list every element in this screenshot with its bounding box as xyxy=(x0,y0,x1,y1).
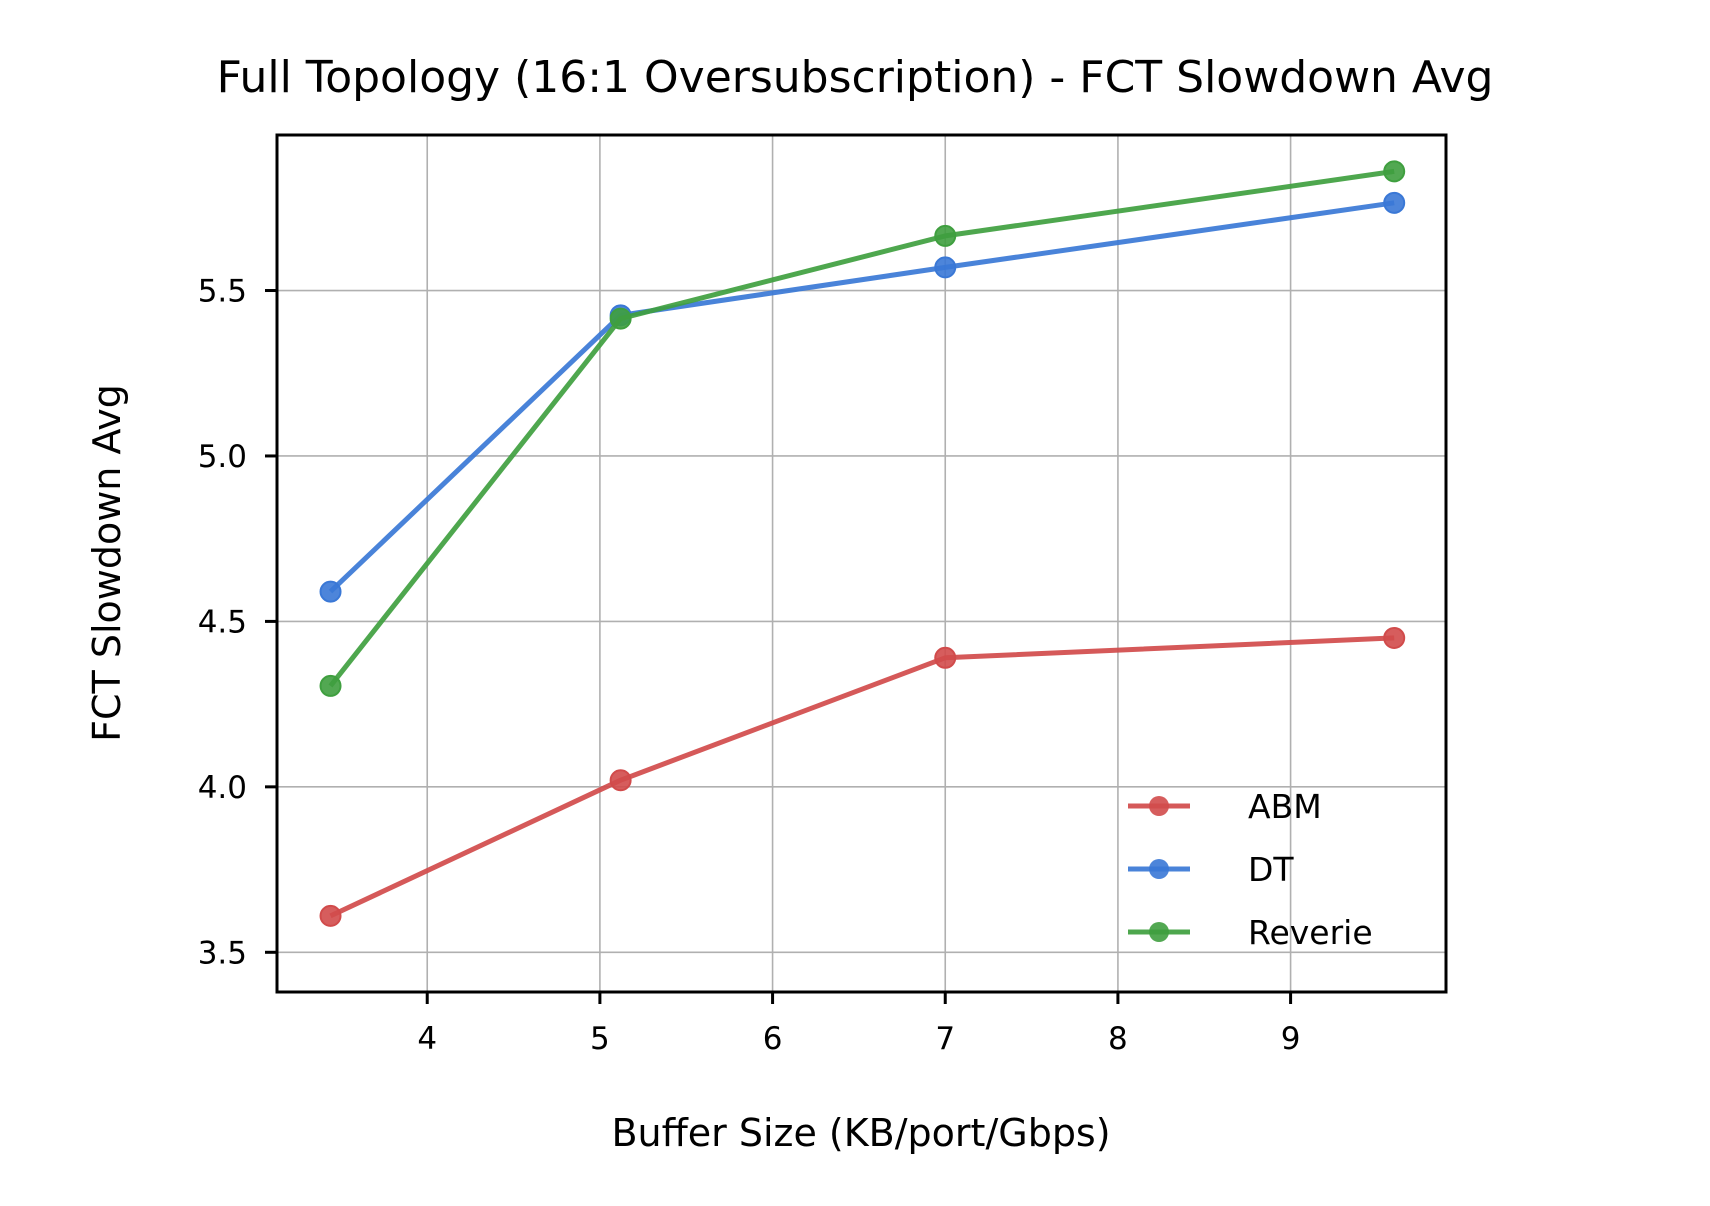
series-line-reverie xyxy=(328,168,1395,688)
series-layer xyxy=(319,160,1406,927)
data-point-dt xyxy=(1383,191,1406,214)
y-axis-label: FCT Slowdown Avg xyxy=(85,384,129,742)
data-point-abm xyxy=(1383,626,1406,649)
data-point-abm xyxy=(934,646,957,669)
x-tick-label: 9 xyxy=(1281,1021,1301,1057)
data-point-reverie xyxy=(1383,160,1406,183)
legend-label-dt: DT xyxy=(1248,850,1294,889)
legend: ABM DT Reverie xyxy=(1128,787,1373,952)
y-tick-label: 4.5 xyxy=(198,604,247,640)
plot-frame xyxy=(275,133,1448,994)
data-point-reverie xyxy=(934,224,957,247)
data-point-reverie xyxy=(319,674,342,697)
legend-label-reverie: Reverie xyxy=(1248,913,1373,952)
y-tick-label: 5.5 xyxy=(198,274,247,310)
legend-label-abm: ABM xyxy=(1248,787,1322,826)
data-point-reverie xyxy=(609,307,632,330)
x-tick-label: 7 xyxy=(935,1021,955,1057)
legend-marker-reverie xyxy=(1149,922,1169,942)
data-point-dt xyxy=(319,580,342,603)
series-line-dt xyxy=(328,200,1395,594)
x-tick-label: 4 xyxy=(417,1021,437,1057)
series-line-abm xyxy=(329,635,1395,919)
tick-layer: 4 5 6 7 8 9 3.5 4.0 4.5 5.0 5.5 xyxy=(198,274,1301,1057)
x-tick-label: 5 xyxy=(590,1021,610,1057)
chart-title: Full Topology (16:1 Oversubscription) - … xyxy=(217,52,1494,103)
x-tick-label: 8 xyxy=(1108,1021,1128,1057)
x-axis-label: Buffer Size (KB/port/Gbps) xyxy=(611,1111,1110,1155)
data-point-abm xyxy=(609,769,632,792)
y-tick-label: 4.0 xyxy=(198,770,247,806)
y-tick-label: 3.5 xyxy=(198,935,247,971)
legend-marker-abm xyxy=(1149,796,1169,816)
legend-marker-dt xyxy=(1149,859,1169,879)
data-point-abm xyxy=(319,904,342,927)
data-point-dt xyxy=(934,256,957,279)
y-tick-label: 5.0 xyxy=(198,439,247,475)
x-tick-label: 6 xyxy=(763,1021,783,1057)
